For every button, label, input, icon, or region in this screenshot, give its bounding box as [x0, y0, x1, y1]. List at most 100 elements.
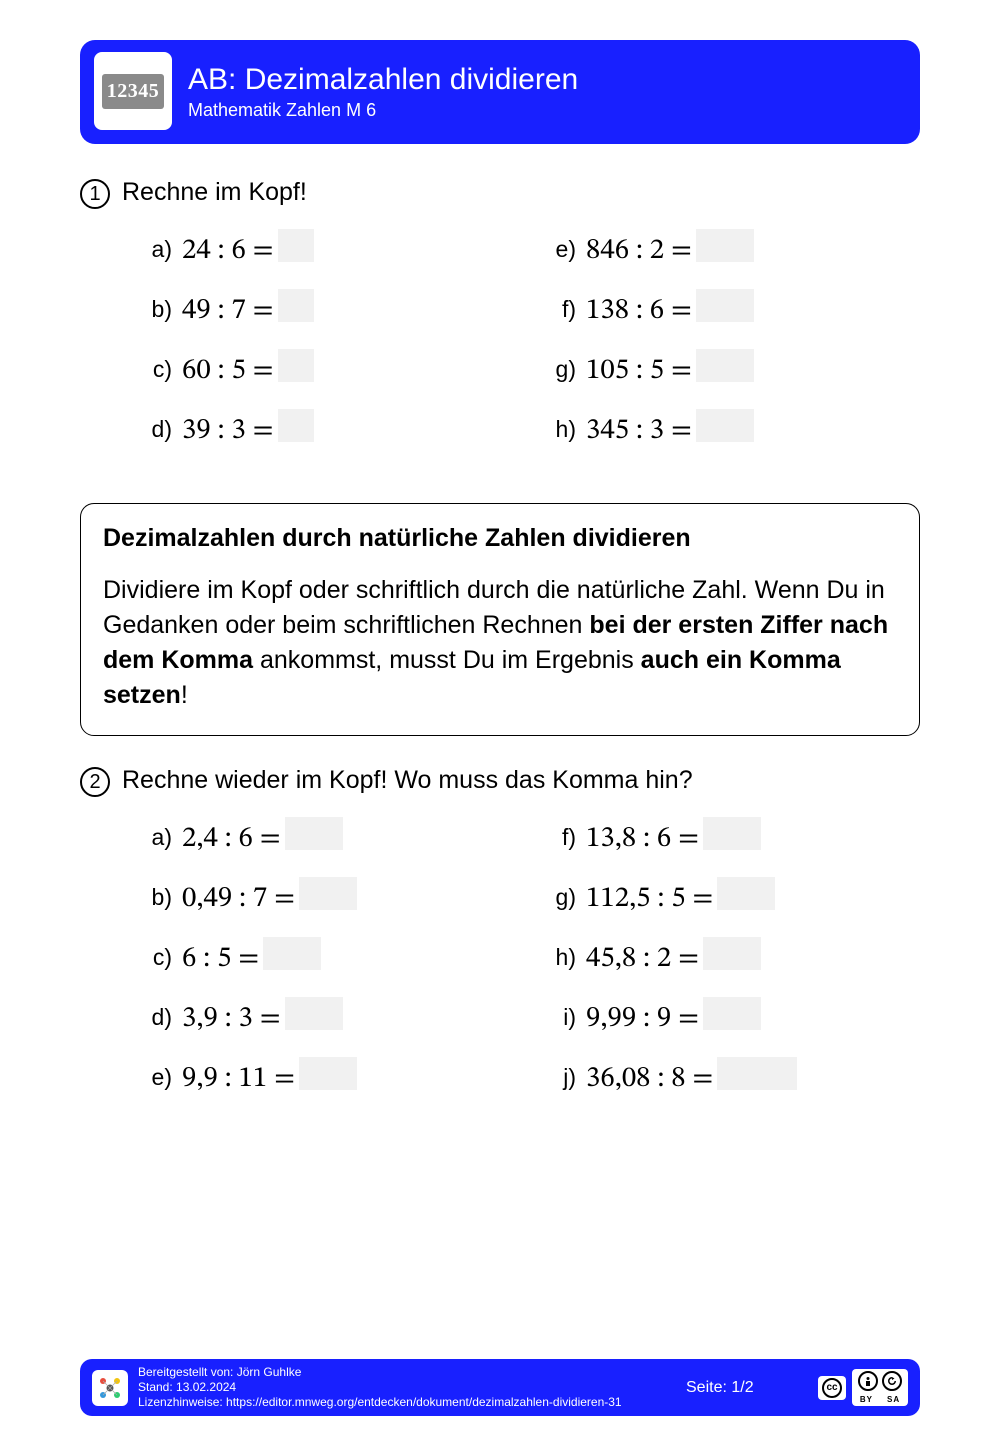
worksheet-header: 12345 AB: Dezimalzahlen dividieren Mathe…: [80, 40, 920, 144]
problem-expression: 36,08 : 8 =: [586, 1057, 797, 1097]
problem-item: a) 2,4 : 6 =: [142, 817, 516, 857]
worksheet-subtitle: Mathematik Zahlen M 6: [188, 100, 578, 121]
answer-blank[interactable]: [285, 817, 343, 850]
problem-expression: 112,5 : 5 =: [586, 877, 775, 917]
problem-expression: 3,9 : 3 =: [182, 997, 343, 1037]
problem-item: g) 112,5 : 5 =: [546, 877, 920, 917]
exercise-number-badge: 1: [80, 179, 110, 209]
exercise-title: Rechne wieder im Kopf! Wo muss das Komma…: [122, 766, 693, 795]
worksheet-title: AB: Dezimalzahlen dividieren: [188, 62, 578, 98]
problem-label: h): [546, 416, 576, 443]
footer-license: Lizenzhinweise: https://editor.mnweg.org…: [138, 1395, 622, 1410]
answer-blank[interactable]: [285, 997, 343, 1030]
problem-item: i) 9,99 : 9 =: [546, 997, 920, 1037]
problem-item: d) 3,9 : 3 =: [142, 997, 516, 1037]
problem-item: g) 105 : 5 =: [546, 349, 920, 389]
info-text: !: [181, 681, 188, 709]
cc-by-sa-badge: BY SA: [852, 1369, 908, 1406]
problem-label: c): [142, 356, 172, 383]
footer-date: Stand: 13.02.2024: [138, 1380, 622, 1395]
footer-right: cc BY SA: [818, 1369, 908, 1406]
answer-blank[interactable]: [263, 937, 321, 970]
answer-blank[interactable]: [703, 937, 761, 970]
problem-label: c): [142, 944, 172, 971]
info-text: ankommst, musst Du im Er­gebnis: [253, 646, 641, 674]
problem-label: e): [142, 1064, 172, 1091]
answer-blank[interactable]: [717, 1057, 797, 1090]
exercise-title: Rechne im Kopf!: [122, 178, 307, 207]
exercise-2-header: 2 Rechne wieder im Kopf! Wo muss das Kom…: [80, 766, 920, 797]
problem-label: f): [546, 296, 576, 323]
footer-left: Bereitgestellt von: Jörn Guhlke Stand: 1…: [92, 1365, 622, 1410]
problem-label: e): [546, 236, 576, 263]
problem-expression: 9,99 : 9 =: [586, 997, 761, 1037]
content: 1 Rechne im Kopf! a) 24 : 6 = e) 846 : 2 = b…: [0, 144, 1000, 1109]
answer-blank[interactable]: [696, 229, 754, 262]
problem-expression: 13,8 : 6 =: [586, 817, 761, 857]
problem-label: j): [546, 1064, 576, 1091]
footer: Bereitgestellt von: Jörn Guhlke Stand: 1…: [80, 1359, 920, 1416]
problem-expression: 846 : 2 =: [586, 229, 754, 269]
exercise-number-badge: 2: [80, 767, 110, 797]
problem-item: e) 846 : 2 =: [546, 229, 920, 269]
problem-label: i): [546, 1004, 576, 1031]
by-icon: [858, 1371, 878, 1391]
answer-blank[interactable]: [278, 409, 314, 442]
info-box: Dezimalzahlen durch natürliche Zahlen di…: [80, 503, 920, 736]
problem-item: e) 9,9 : 11 =: [142, 1057, 516, 1097]
problem-label: a): [142, 236, 172, 263]
problem-item: b) 0,49 : 7 =: [142, 877, 516, 917]
problem-label: h): [546, 944, 576, 971]
info-body: Dividiere im Kopf oder schriftlich durch…: [103, 573, 897, 713]
answer-blank[interactable]: [278, 289, 314, 322]
problem-expression: 60 : 5 =: [182, 349, 314, 389]
problem-expression: 105 : 5 =: [586, 349, 754, 389]
problem-label: g): [546, 884, 576, 911]
answer-blank[interactable]: [696, 289, 754, 322]
problem-expression: 138 : 6 =: [586, 289, 754, 329]
problem-label: b): [142, 884, 172, 911]
sa-label: SA: [887, 1395, 900, 1404]
problem-label: d): [142, 1004, 172, 1031]
problem-item: f)13,8 : 6 =: [546, 817, 920, 857]
problem-expression: 2,4 : 6 =: [182, 817, 343, 857]
footer-meta: Bereitgestellt von: Jörn Guhlke Stand: 1…: [138, 1365, 622, 1410]
answer-blank[interactable]: [717, 877, 775, 910]
answer-blank[interactable]: [278, 229, 314, 262]
problem-item: j) 36,08 : 8 =: [546, 1057, 920, 1097]
problem-item: d)39 : 3 =: [142, 409, 516, 449]
problem-expression: 24 : 6 =: [182, 229, 314, 269]
problem-item: h) 45,8 : 2 =: [546, 937, 920, 977]
answer-blank[interactable]: [299, 877, 357, 910]
answer-blank[interactable]: [696, 409, 754, 442]
problem-label: g): [546, 356, 576, 383]
answer-blank[interactable]: [278, 349, 314, 382]
problem-label: a): [142, 824, 172, 851]
exercise-2-grid: a) 2,4 : 6 = f)13,8 : 6 = b) 0,49 : 7 = g) 112…: [80, 797, 920, 1109]
answer-blank[interactable]: [299, 1057, 357, 1090]
problem-item: f) 138 : 6 =: [546, 289, 920, 329]
cc-icon: cc: [822, 1378, 842, 1398]
exercise-1-grid: a) 24 : 6 = e) 846 : 2 = b) 49 : 7 = f) 138 : 6…: [80, 209, 920, 461]
problem-expression: 39 : 3 =: [182, 409, 314, 449]
problem-expression: 49 : 7 =: [182, 289, 314, 329]
header-text: AB: Dezimalzahlen dividieren Mathematik …: [188, 62, 578, 121]
dots-logo-icon: [97, 1375, 123, 1401]
problem-label: b): [142, 296, 172, 323]
problem-expression: 9,9 : 11 =: [182, 1057, 357, 1097]
logo-box: 12345: [94, 52, 172, 130]
logo-text: 12345: [102, 74, 165, 109]
problem-expression: 45,8 : 2 =: [586, 937, 761, 977]
answer-blank[interactable]: [703, 817, 761, 850]
sa-icon: [882, 1371, 902, 1391]
problem-item: c) 60 : 5 =: [142, 349, 516, 389]
cc-badge: cc: [818, 1376, 846, 1400]
by-label: BY: [860, 1395, 873, 1404]
problem-item: h)345 : 3 =: [546, 409, 920, 449]
answer-blank[interactable]: [696, 349, 754, 382]
answer-blank[interactable]: [703, 997, 761, 1030]
problem-item: a) 24 : 6 =: [142, 229, 516, 269]
problem-item: b) 49 : 7 =: [142, 289, 516, 329]
problem-expression: 0,49 : 7 =: [182, 877, 357, 917]
footer-provided: Bereitgestellt von: Jörn Guhlke: [138, 1365, 622, 1380]
